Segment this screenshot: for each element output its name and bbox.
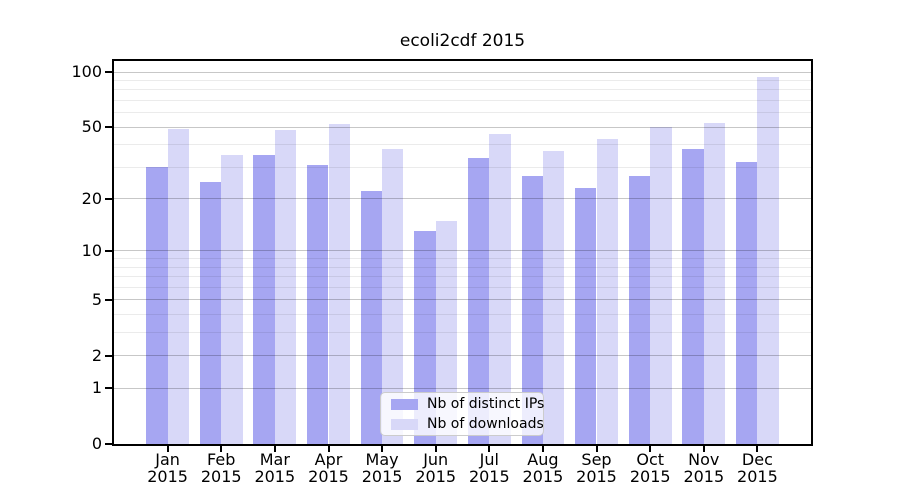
x-tick <box>541 446 544 452</box>
legend-swatch-distinct-ips <box>391 398 418 410</box>
gridline-minor <box>114 258 811 259</box>
x-tick-label: Apr 2015 <box>308 450 349 486</box>
gridline-minor <box>114 112 811 114</box>
bar-downloads-dec <box>757 77 779 444</box>
gridline-major <box>114 355 811 356</box>
y-tick-label: 0 <box>91 434 102 453</box>
y-tick-label: 1 <box>91 378 102 398</box>
bar-downloads-nov <box>703 122 726 444</box>
bar-distinct-ips-sep <box>575 187 597 444</box>
y-tick-label: 5 <box>91 289 102 309</box>
bar-distinct-ips-jul <box>467 157 490 444</box>
gridline-major <box>114 387 811 389</box>
x-tick-label: Aug 2015 <box>522 450 564 486</box>
gridline-minor <box>114 266 811 268</box>
x-tick <box>166 446 169 452</box>
bar-downloads-aug <box>542 150 565 444</box>
y-tick-label: 100 <box>71 62 102 82</box>
y-tick-label: 10 <box>81 240 102 260</box>
bar-downloads-apr <box>328 124 350 444</box>
bar-distinct-ips-feb <box>199 181 222 444</box>
bar-distinct-ips-jan <box>146 167 168 444</box>
y-tick <box>105 354 112 357</box>
x-tick <box>595 446 598 452</box>
y-tick <box>105 197 112 200</box>
legend-row-downloads: Nb of downloads <box>391 416 544 432</box>
y-tick <box>105 71 112 74</box>
x-tick <box>756 446 759 452</box>
gridline-major <box>114 198 811 200</box>
bar-distinct-ips-nov <box>682 148 704 444</box>
y-tick <box>105 126 112 129</box>
legend: Nb of distinct IPs Nb of downloads <box>380 392 544 436</box>
bar-downloads-sep <box>596 139 618 444</box>
chart-title: ecoli2cdf 2015 <box>399 31 526 51</box>
gridline-major <box>114 126 811 128</box>
bar-distinct-ips-dec <box>736 162 758 444</box>
x-tick <box>381 446 384 452</box>
gridline-minor <box>114 100 811 102</box>
bar-distinct-ips-jun <box>414 231 436 444</box>
y-tick-label: 20 <box>81 188 102 208</box>
bar-downloads-oct <box>650 127 672 444</box>
legend-label-distinct-ips: Nb of distinct IPs <box>427 396 545 412</box>
gridline-minor <box>114 286 811 288</box>
bar-distinct-ips-mar <box>253 155 275 444</box>
x-tick-label: Dec 2015 <box>737 450 778 486</box>
gridline-minor <box>114 89 811 91</box>
bar-distinct-ips-apr <box>307 164 329 444</box>
gridline-major <box>114 250 811 252</box>
x-tick-label: May 2015 <box>361 450 403 486</box>
x-tick <box>327 446 330 452</box>
gridline-minor <box>114 331 811 333</box>
x-tick <box>702 446 705 452</box>
x-tick <box>434 446 437 452</box>
gridline-minor <box>114 276 811 277</box>
y-tick <box>105 443 112 445</box>
x-tick-label: Feb 2015 <box>200 450 242 486</box>
bar-downloads-may <box>382 148 404 444</box>
bar-downloads-jun <box>435 220 458 444</box>
bar-downloads-jan <box>167 128 189 444</box>
x-tick-label: Jan 2015 <box>147 450 188 486</box>
x-tick-label: Jun 2015 <box>415 450 457 486</box>
x-tick-label: Oct 2015 <box>629 450 671 486</box>
y-tick <box>105 298 112 301</box>
y-tick-label: 2 <box>91 345 102 365</box>
bar-distinct-ips-may <box>360 191 383 444</box>
gridline-minor <box>114 80 811 82</box>
bar-distinct-ips-oct <box>628 175 651 444</box>
gridline-minor <box>114 144 811 146</box>
bar-distinct-ips-aug <box>521 175 543 444</box>
legend-swatch-downloads <box>391 418 418 430</box>
x-tick <box>220 446 223 452</box>
x-tick-label: Nov 2015 <box>683 450 725 486</box>
bar-downloads-feb <box>221 155 243 444</box>
gridline-major <box>114 71 811 73</box>
x-tick-label: Sep 2015 <box>576 450 617 486</box>
x-tick <box>649 446 652 452</box>
gridline-minor <box>114 166 811 168</box>
x-tick <box>488 446 491 452</box>
bar-downloads-mar <box>274 130 297 444</box>
y-tick <box>105 249 112 252</box>
y-tick <box>105 387 112 390</box>
y-tick-label: 50 <box>81 117 102 137</box>
gridline-minor <box>114 313 811 315</box>
gridline-major <box>114 299 811 301</box>
x-tick-label: Mar 2015 <box>254 450 296 486</box>
x-tick <box>273 446 276 452</box>
legend-row-distinct-ips: Nb of distinct IPs <box>391 396 545 412</box>
x-tick-label: Jul 2015 <box>468 450 510 486</box>
plot-area: Nb of distinct IPs Nb of downloads <box>112 59 813 446</box>
bar-downloads-jul <box>489 133 511 444</box>
legend-label-downloads: Nb of downloads <box>427 416 544 432</box>
